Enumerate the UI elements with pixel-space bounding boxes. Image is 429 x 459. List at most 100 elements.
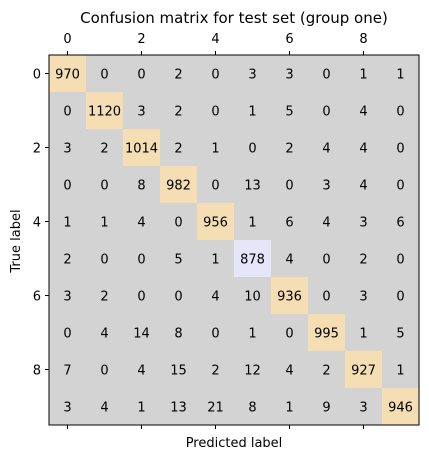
cell-value-label: 3 [359, 290, 367, 305]
cell-value-label: 2 [174, 105, 182, 120]
heatmap-cell-7-6 [271, 314, 308, 351]
cell-value-label: 2 [322, 364, 330, 379]
cell-value-label: 1014 [125, 142, 158, 157]
heatmap-cell-4-8 [345, 203, 382, 240]
cell-value-label: 2 [100, 290, 108, 305]
heatmap-cell-8-7 [308, 351, 345, 388]
heatmap-cell-3-6 [271, 166, 308, 203]
cell-value-label: 7 [63, 364, 71, 379]
cell-value-label: 0 [211, 179, 219, 194]
heatmap-cell-9-1 [86, 388, 123, 425]
cell-value-label: 2 [100, 142, 108, 157]
heatmap-cell-8-6 [271, 351, 308, 388]
cell-value-label: 0 [100, 179, 108, 194]
heatmap-cells [49, 55, 419, 425]
heatmap-cell-3-4 [197, 166, 234, 203]
heatmap-cell-7-1 [86, 314, 123, 351]
heatmap-cell-5-1 [86, 240, 123, 277]
heatmap-cell-0-2 [123, 55, 160, 92]
cell-value-label: 4 [322, 142, 330, 157]
cell-value-label: 21 [207, 401, 224, 416]
heatmap-cell-5-7 [308, 240, 345, 277]
heatmap-cell-3-8 [345, 166, 382, 203]
heatmap-cell-1-9 [382, 92, 419, 129]
heatmap-cell-9-3 [160, 388, 197, 425]
cell-value-label: 2 [174, 68, 182, 83]
cell-value-label: 4 [100, 401, 108, 416]
cell-value-label: 1 [396, 364, 404, 379]
cell-value-label: 0 [137, 290, 145, 305]
heatmap-cell-6-6 [271, 277, 308, 314]
cell-value-label: 4 [137, 364, 145, 379]
cell-value-label: 995 [314, 327, 339, 342]
heatmap-cell-2-3 [160, 129, 197, 166]
heatmap-cell-1-6 [271, 92, 308, 129]
heatmap-cell-4-4 [197, 203, 234, 240]
cell-value-label: 3 [248, 68, 256, 83]
heatmap-cell-1-3 [160, 92, 197, 129]
chart-title: Confusion matrix for test set (group one… [80, 9, 388, 27]
heatmap-cell-5-5 [234, 240, 271, 277]
heatmap-cell-4-2 [123, 203, 160, 240]
y-axis-ticks: 0 2 4 6 8 [33, 68, 49, 379]
cell-value-label: 1 [248, 105, 256, 120]
y-tick-label: 2 [33, 142, 41, 157]
cell-value-label: 4 [359, 105, 367, 120]
cell-value-label: 1 [359, 327, 367, 342]
heatmap-cell-6-4 [197, 277, 234, 314]
heatmap-cell-2-5 [234, 129, 271, 166]
heatmap-cell-1-2 [123, 92, 160, 129]
x-tick-label: 6 [285, 32, 293, 47]
heatmap-cell-0-7 [308, 55, 345, 92]
heatmap-cell-6-9 [382, 277, 419, 314]
heatmap-cell-1-4 [197, 92, 234, 129]
cell-value-label: 2 [211, 364, 219, 379]
cell-value-label: 1 [248, 216, 256, 231]
heatmap-cell-3-0 [49, 166, 86, 203]
heatmap-cell-8-1 [86, 351, 123, 388]
cell-value-label: 0 [63, 105, 71, 120]
cell-value-label: 8 [248, 401, 256, 416]
cell-value-label: 0 [322, 253, 330, 268]
heatmap-cell-5-4 [197, 240, 234, 277]
cell-value-label: 4 [285, 253, 293, 268]
heatmap-cell-7-3 [160, 314, 197, 351]
heatmap-cell-3-1 [86, 166, 123, 203]
cell-value-label: 936 [277, 290, 302, 305]
heatmap-cell-1-1 [86, 92, 123, 129]
heatmap-cell-2-0 [49, 129, 86, 166]
heatmap-cell-0-6 [271, 55, 308, 92]
cell-value-label: 4 [322, 216, 330, 231]
cell-value-label: 3 [285, 68, 293, 83]
y-tick-label: 8 [33, 364, 41, 379]
heatmap-cell-8-4 [197, 351, 234, 388]
heatmap-cell-3-2 [123, 166, 160, 203]
heatmap-cell-1-5 [234, 92, 271, 129]
cell-value-label: 1 [211, 253, 219, 268]
cell-value-label: 8 [137, 179, 145, 194]
x-tick-label: 0 [63, 32, 71, 47]
cell-value-label: 0 [211, 327, 219, 342]
x-axis-label: Predicted label [186, 436, 283, 451]
cell-value-label: 0 [174, 216, 182, 231]
heatmap-cell-9-9 [382, 388, 419, 425]
heatmap-cell-8-8 [345, 351, 382, 388]
y-tick-label: 0 [33, 68, 41, 83]
heatmap-cell-7-5 [234, 314, 271, 351]
heatmap-cell-5-3 [160, 240, 197, 277]
cell-value-label: 1 [285, 401, 293, 416]
heatmap-cell-5-6 [271, 240, 308, 277]
heatmap-cell-7-2 [123, 314, 160, 351]
cell-value-label: 1 [359, 68, 367, 83]
heatmap-cell-8-9 [382, 351, 419, 388]
cell-value-label: 970 [55, 68, 80, 83]
heatmap-cell-4-6 [271, 203, 308, 240]
heatmap-cell-4-0 [49, 203, 86, 240]
cell-value-label: 5 [396, 327, 404, 342]
cell-value-label: 0 [285, 327, 293, 342]
heatmap-cell-7-7 [308, 314, 345, 351]
heatmap-cell-6-1 [86, 277, 123, 314]
cell-value-label: 0 [137, 253, 145, 268]
cell-value-label: 0 [63, 179, 71, 194]
heatmap-cell-7-8 [345, 314, 382, 351]
